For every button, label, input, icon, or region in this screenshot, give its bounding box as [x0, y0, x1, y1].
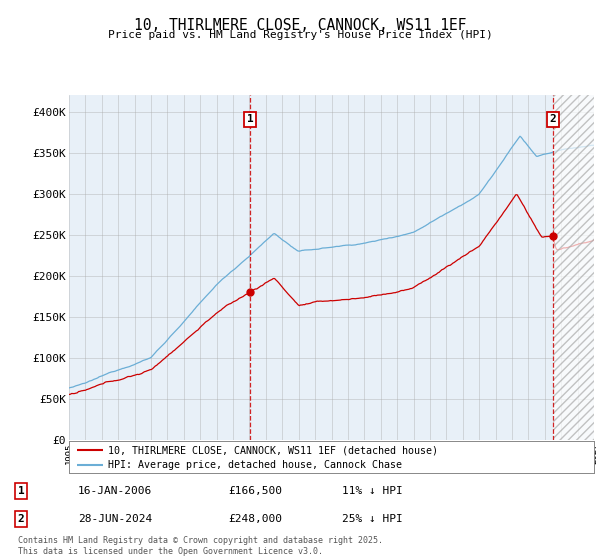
Text: 10, THIRLMERE CLOSE, CANNOCK, WS11 1EF (detached house): 10, THIRLMERE CLOSE, CANNOCK, WS11 1EF (… — [109, 445, 439, 455]
Text: 16-JAN-2006: 16-JAN-2006 — [78, 486, 152, 496]
Text: 10, THIRLMERE CLOSE, CANNOCK, WS11 1EF: 10, THIRLMERE CLOSE, CANNOCK, WS11 1EF — [134, 18, 466, 32]
Text: 1: 1 — [247, 114, 254, 124]
Text: 25% ↓ HPI: 25% ↓ HPI — [342, 514, 403, 524]
Text: HPI: Average price, detached house, Cannock Chase: HPI: Average price, detached house, Cann… — [109, 460, 403, 470]
Text: £248,000: £248,000 — [228, 514, 282, 524]
Text: 28-JUN-2024: 28-JUN-2024 — [78, 514, 152, 524]
Text: Price paid vs. HM Land Registry's House Price Index (HPI): Price paid vs. HM Land Registry's House … — [107, 30, 493, 40]
Text: £166,500: £166,500 — [228, 486, 282, 496]
Text: Contains HM Land Registry data © Crown copyright and database right 2025.
This d: Contains HM Land Registry data © Crown c… — [18, 536, 383, 556]
Text: 1: 1 — [17, 486, 25, 496]
Bar — [553, 95, 594, 440]
Text: 2: 2 — [17, 514, 25, 524]
Text: 11% ↓ HPI: 11% ↓ HPI — [342, 486, 403, 496]
Text: 2: 2 — [550, 114, 556, 124]
Bar — [553, 95, 594, 440]
